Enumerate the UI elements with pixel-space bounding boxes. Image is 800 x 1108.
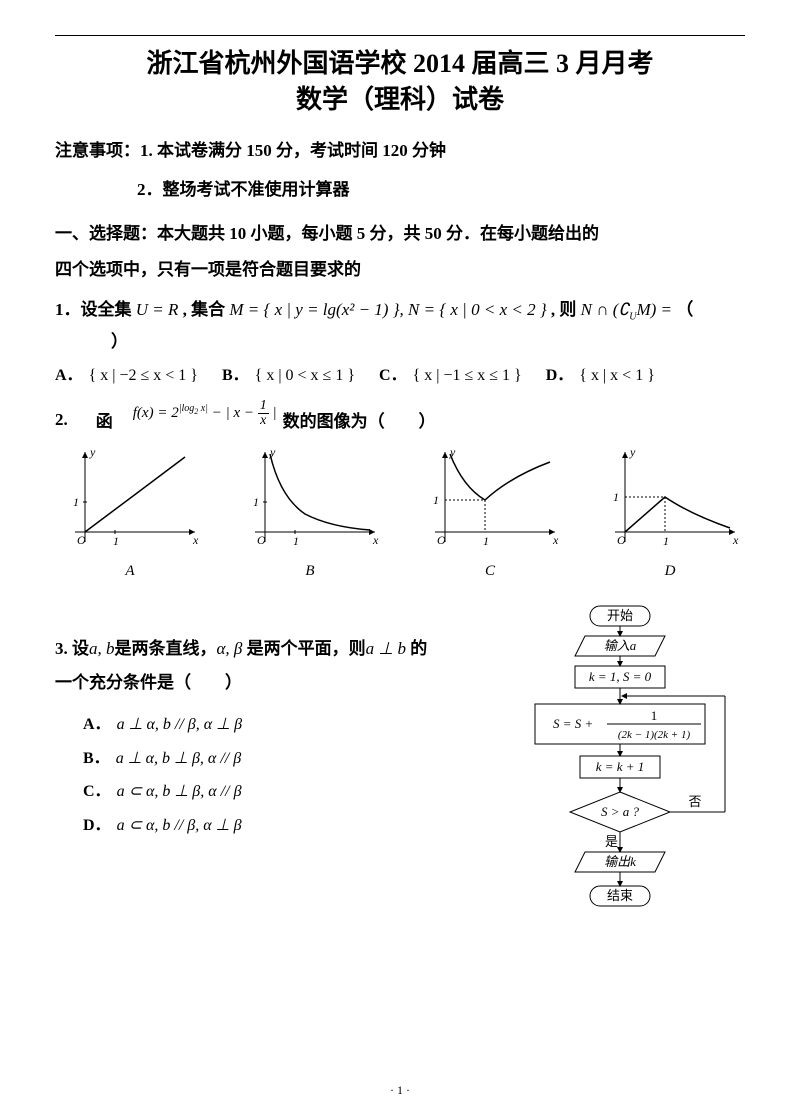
svg-text:x: x (372, 533, 379, 547)
notice-1-text: 1. 本试卷满分 150 分，考试时间 120 分钟 (140, 141, 446, 160)
svg-text:1: 1 (613, 490, 619, 504)
q1-label: 1． (55, 300, 81, 319)
q3-math-3: a ⊥ b (366, 639, 406, 658)
q3-opt-a: A．a ⊥ α, b // β, α ⊥ β (83, 708, 475, 742)
graph-a: 1 1 O x y A (55, 442, 205, 580)
graph-d-svg: 1 1 O x y (595, 442, 745, 552)
q1-opt-a: A．{ x | −2 ≤ x < 1 } (55, 362, 198, 391)
q3-label: 3. (55, 639, 68, 658)
q3-prefix: 设 (68, 639, 89, 658)
section-head-2: 四个选项中，只有一项是符合题目要求的 (55, 260, 361, 279)
q3-opt-d: D．a ⊂ α, b // β, α ⊥ β (83, 809, 475, 843)
page-title: 浙江省杭州外国语学校 2014 届高三 3 月月考 数学（理科）试卷 (55, 46, 745, 119)
q3-math-1: a, b (89, 639, 115, 658)
svg-text:开始: 开始 (607, 608, 633, 623)
svg-text:1: 1 (651, 708, 658, 723)
q1-opt-c: C．{ x | −1 ≤ x ≤ 1 } (379, 362, 522, 391)
svg-text:O: O (617, 533, 626, 547)
svg-text:否: 否 (688, 794, 701, 809)
q3-line-1: 3. 设a, b是两条直线，α, β 是两个平面，则a ⊥ b 的 (55, 632, 475, 666)
svg-text:y: y (449, 445, 456, 459)
question-2: 2. 函 f(x) = 2|log2 x| − | x − 1x | 数的图像为… (55, 405, 745, 434)
title-line-1: 浙江省杭州外国语学校 2014 届高三 3 月月考 (146, 49, 653, 78)
q1-math-1: U = R (136, 300, 179, 319)
svg-text:S = S +: S = S + (553, 716, 593, 731)
q3-mid3: 的 (406, 639, 427, 658)
svg-text:1: 1 (73, 495, 79, 509)
q1-prefix: 设全集 (81, 300, 132, 319)
q3-mid2: 是两个平面，则 (242, 639, 365, 658)
q3-mid1: 是两条直线， (115, 639, 217, 658)
svg-text:1: 1 (433, 493, 439, 507)
question-3: 3. 设a, b是两条直线，α, β 是两个平面，则a ⊥ b 的 一个充分条件… (55, 604, 475, 842)
q2-before: 函 (96, 407, 113, 432)
graph-d-label: D (595, 563, 745, 580)
section-heading: 一、选择题：本大题共 10 小题，每小题 5 分，共 50 分．在每小题给出的 … (55, 216, 745, 287)
flowchart-svg: 开始 输入a k = 1, S = 0 S = S + 1 (2k − 1)(2… (505, 604, 745, 934)
graph-a-svg: 1 1 O x y (55, 442, 205, 552)
graph-c-svg: 1 1 O x y (415, 442, 565, 552)
graph-c-label: C (415, 563, 565, 580)
page-number: · 1 · (0, 1083, 800, 1098)
svg-text:y: y (89, 445, 96, 459)
svg-text:1: 1 (293, 534, 299, 548)
q1-close-paren: ） (111, 327, 745, 352)
svg-text:1: 1 (113, 534, 119, 548)
graph-b-svg: 1 1 O x y (235, 442, 385, 552)
q1-options: A．{ x | −2 ≤ x < 1 } B．{ x | 0 < x ≤ 1 }… (55, 362, 745, 391)
notice-line-1: 注意事项：1. 本试卷满分 150 分，考试时间 120 分钟 (55, 133, 745, 169)
section-head-1: 一、选择题：本大题共 10 小题，每小题 5 分，共 50 分．在每小题给出的 (55, 224, 599, 243)
q1-tail: （ (676, 300, 693, 319)
svg-text:y: y (629, 445, 636, 459)
q1-opt-b: B．{ x | 0 < x ≤ 1 } (222, 362, 355, 391)
graph-b-label: B (235, 563, 385, 580)
q3-opt-c: C．a ⊂ α, b ⊥ β, α // β (83, 775, 475, 809)
header-rule (55, 35, 745, 36)
question-1: 1．设全集 U = R , 集合 M = { x | y = lg(x² − 1… (55, 292, 745, 328)
svg-text:x: x (192, 533, 199, 547)
question-3-area: 3. 设a, b是两条直线，α, β 是两个平面，则a ⊥ b 的 一个充分条件… (55, 604, 745, 939)
svg-text:x: x (552, 533, 559, 547)
svg-text:(2k − 1)(2k + 1): (2k − 1)(2k + 1) (618, 729, 691, 741)
svg-text:O: O (437, 533, 446, 547)
graph-a-label: A (55, 563, 205, 580)
q3-math-2: α, β (217, 639, 243, 658)
svg-text:O: O (257, 533, 266, 547)
svg-text:是: 是 (605, 834, 618, 849)
notice-line-2: 2．整场考试不准使用计算器 (137, 172, 745, 208)
graph-d: 1 1 O x y D (595, 442, 745, 580)
q3-opt-b: B．a ⊥ α, b ⊥ β, α // β (83, 742, 475, 776)
q1-math-3: N ∩ (∁UM) = (581, 300, 672, 319)
title-line-2: 数学（理科）试卷 (296, 85, 504, 114)
q3-line-2: 一个充分条件是（ ） (55, 666, 475, 700)
q2-label: 2. (55, 410, 68, 430)
svg-text:k = k + 1: k = k + 1 (596, 759, 645, 774)
flowchart: 开始 输入a k = 1, S = 0 S = S + 1 (2k − 1)(2… (505, 604, 745, 939)
graph-c: 1 1 O x y C (415, 442, 565, 580)
q1-opt-d: D．{ x | x < 1 } (546, 362, 655, 391)
graph-b: 1 1 O x y B (235, 442, 385, 580)
svg-text:x: x (732, 533, 739, 547)
svg-text:1: 1 (253, 495, 259, 509)
svg-text:输入a: 输入a (604, 638, 637, 653)
q1-mid2: , 则 (547, 300, 581, 319)
svg-text:1: 1 (483, 534, 489, 548)
svg-text:y: y (269, 445, 276, 459)
svg-text:1: 1 (663, 534, 669, 548)
q2-after: 数的图像为（ ） (283, 407, 436, 432)
q1-mid1: , 集合 (178, 300, 225, 319)
q2-formula: f(x) = 2|log2 x| − | x − 1x | (133, 399, 277, 428)
notice-label: 注意事项： (55, 141, 140, 160)
q1-math-2: M = { x | y = lg(x² − 1) }, N = { x | 0 … (229, 300, 546, 319)
svg-text:结束: 结束 (607, 888, 633, 903)
svg-text:S > a ?: S > a ? (601, 804, 640, 819)
q2-graphs: 1 1 O x y A 1 1 O x y B (55, 442, 745, 580)
q3-options: A．a ⊥ α, b // β, α ⊥ β B．a ⊥ α, b ⊥ β, α… (55, 708, 475, 842)
svg-text:k = 1, S = 0: k = 1, S = 0 (589, 669, 652, 684)
svg-text:O: O (77, 533, 86, 547)
svg-text:输出k: 输出k (604, 854, 636, 869)
